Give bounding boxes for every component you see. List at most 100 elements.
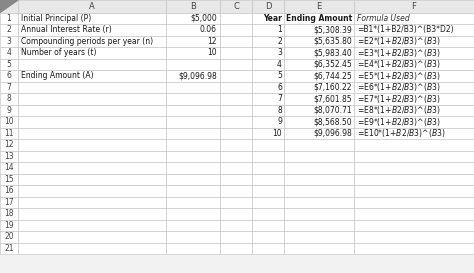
Bar — [252, 150, 284, 162]
Bar — [0, 24, 18, 35]
Text: 6: 6 — [277, 83, 282, 92]
Bar — [18, 242, 166, 254]
Bar — [0, 93, 18, 105]
Bar — [0, 208, 18, 219]
Bar — [220, 105, 252, 116]
Text: $6,744.25: $6,744.25 — [313, 71, 352, 80]
Bar — [18, 24, 166, 35]
Text: 18: 18 — [4, 209, 14, 218]
Bar — [18, 0, 166, 13]
Bar — [252, 47, 284, 58]
Text: $5,308.39: $5,308.39 — [313, 25, 352, 34]
Bar — [0, 174, 18, 185]
Bar — [166, 116, 220, 127]
Bar — [220, 127, 252, 139]
Text: $8,070.71: $8,070.71 — [313, 106, 352, 115]
Bar — [220, 70, 252, 82]
Bar — [354, 0, 474, 13]
Text: 8: 8 — [7, 94, 11, 103]
Bar — [0, 13, 18, 24]
Bar — [284, 231, 354, 242]
Bar — [354, 139, 474, 150]
Bar — [18, 116, 166, 127]
Bar — [354, 93, 474, 105]
Bar — [0, 105, 18, 116]
Text: F: F — [411, 2, 417, 11]
Text: D: D — [265, 2, 271, 11]
Text: Initial Principal (P): Initial Principal (P) — [21, 14, 91, 23]
Bar — [354, 116, 474, 127]
Text: A: A — [89, 2, 95, 11]
Text: 3: 3 — [7, 37, 11, 46]
Bar — [252, 35, 284, 47]
Bar — [166, 197, 220, 208]
Text: $6,352.45: $6,352.45 — [313, 60, 352, 69]
Bar — [354, 24, 474, 35]
Bar — [354, 82, 474, 93]
Bar — [252, 139, 284, 150]
Text: =E6*(1+$B$2/$B$3)^($B$3): =E6*(1+$B$2/$B$3)^($B$3) — [357, 81, 441, 93]
Text: 10: 10 — [207, 48, 217, 57]
Text: =E8*(1+$B$2/$B$3)^($B$3): =E8*(1+$B$2/$B$3)^($B$3) — [357, 104, 441, 116]
Bar — [354, 208, 474, 219]
Bar — [252, 70, 284, 82]
Bar — [18, 58, 166, 70]
Text: 1: 1 — [7, 14, 11, 23]
Bar — [354, 185, 474, 197]
Bar — [354, 13, 474, 24]
Bar — [354, 174, 474, 185]
Text: Compounding periods per year (n): Compounding periods per year (n) — [21, 37, 153, 46]
Text: 7: 7 — [7, 83, 11, 92]
Bar — [0, 185, 18, 197]
Bar — [166, 82, 220, 93]
Bar — [18, 219, 166, 231]
Bar — [166, 162, 220, 174]
Bar — [252, 208, 284, 219]
Text: 19: 19 — [4, 221, 14, 230]
Bar — [220, 116, 252, 127]
Bar — [284, 139, 354, 150]
Bar — [18, 47, 166, 58]
Bar — [220, 93, 252, 105]
Bar — [166, 219, 220, 231]
Bar — [284, 174, 354, 185]
Bar — [284, 127, 354, 139]
Text: Number of years (t): Number of years (t) — [21, 48, 97, 57]
Bar — [18, 208, 166, 219]
Bar — [220, 13, 252, 24]
Text: =E9*(1+$B$2/$B$3)^($B$3): =E9*(1+$B$2/$B$3)^($B$3) — [357, 116, 441, 128]
Bar — [252, 242, 284, 254]
Bar — [354, 219, 474, 231]
Bar — [220, 47, 252, 58]
Text: $5,983.40: $5,983.40 — [313, 48, 352, 57]
Bar — [354, 127, 474, 139]
Text: 5: 5 — [7, 60, 11, 69]
Text: $5,000: $5,000 — [190, 14, 217, 23]
Text: 14: 14 — [4, 163, 14, 172]
Bar — [220, 0, 252, 13]
Text: $9,096.98: $9,096.98 — [313, 129, 352, 138]
Bar — [284, 35, 354, 47]
Bar — [220, 82, 252, 93]
Bar — [220, 35, 252, 47]
Text: B: B — [190, 2, 196, 11]
Bar — [284, 208, 354, 219]
Bar — [252, 162, 284, 174]
Bar — [18, 150, 166, 162]
Text: 13: 13 — [4, 152, 14, 161]
Bar — [220, 231, 252, 242]
Bar — [166, 93, 220, 105]
Bar — [166, 231, 220, 242]
Bar — [166, 185, 220, 197]
Bar — [220, 208, 252, 219]
Bar — [0, 116, 18, 127]
Bar — [284, 162, 354, 174]
Bar — [0, 58, 18, 70]
Bar — [220, 242, 252, 254]
Bar — [284, 70, 354, 82]
Bar — [220, 58, 252, 70]
Bar — [18, 35, 166, 47]
Text: 2: 2 — [277, 37, 282, 46]
Bar — [220, 197, 252, 208]
Bar — [354, 70, 474, 82]
